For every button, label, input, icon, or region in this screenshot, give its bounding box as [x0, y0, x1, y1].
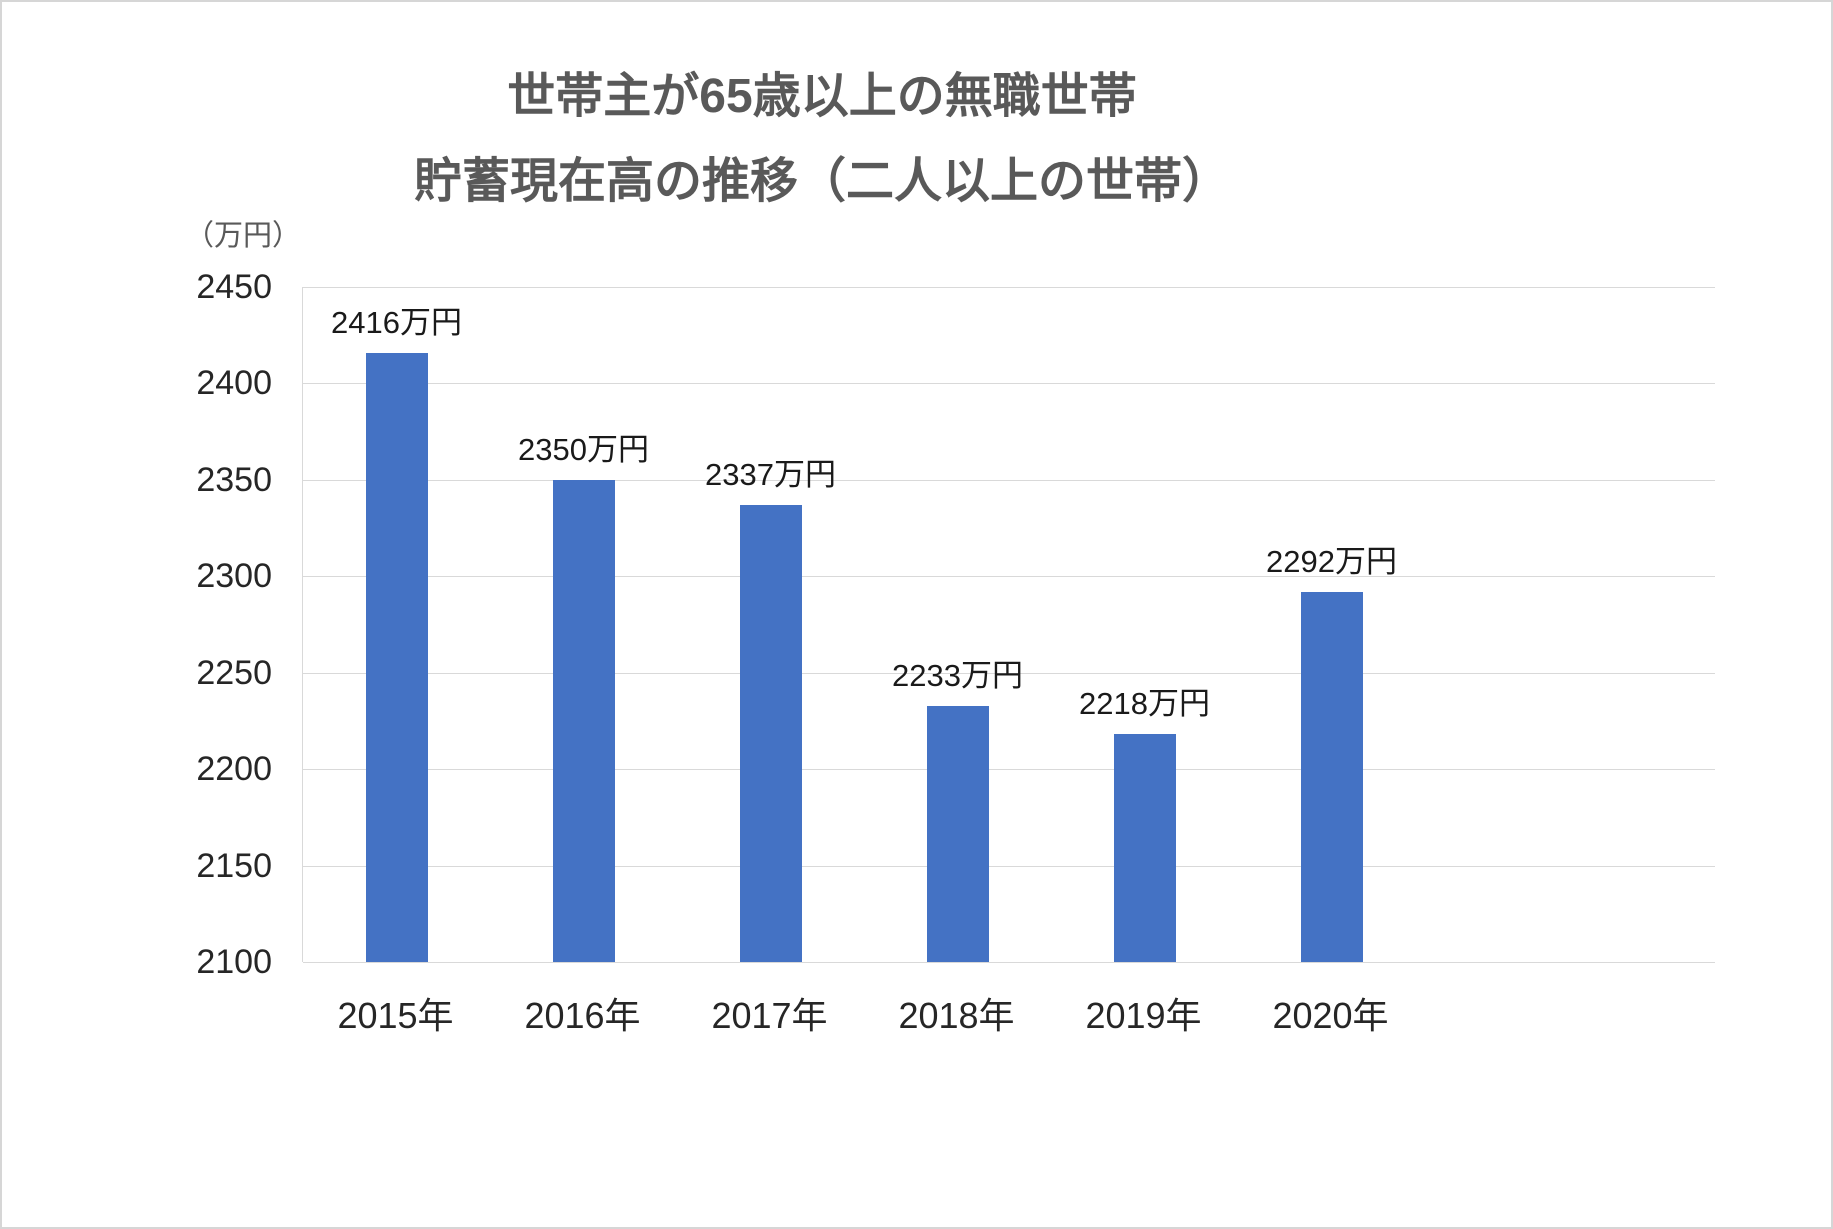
y-tick-label: 2450	[196, 268, 272, 306]
bar	[365, 352, 428, 962]
x-axis-label: 2019年	[1085, 995, 1202, 1036]
plot-area: 2416万円 2350万円 2337万円 2233万円 2218万円 2292万円	[302, 287, 1715, 963]
bar	[552, 479, 615, 962]
x-axis-label: 2020年	[1272, 995, 1389, 1036]
bar	[739, 504, 802, 962]
bar-slot: 2218万円	[1051, 287, 1238, 962]
x-axis-labels: 2015年 2016年 2017年 2018年 2019年 2020年	[302, 987, 1424, 1039]
x-axis-label: 2017年	[711, 995, 828, 1036]
y-tick-label: 2350	[196, 460, 272, 499]
x-axis-label: 2015年	[337, 995, 454, 1036]
bar-series: 2416万円 2350万円 2337万円 2233万円 2218万円 2292万円	[303, 287, 1425, 962]
gridline	[303, 865, 1715, 867]
y-tick-label: 2300	[196, 557, 272, 596]
x-axis-label: 2018年	[898, 995, 1015, 1036]
chart-title-line1: 世帯主が65歳以上の無職世帯	[507, 70, 1137, 123]
y-tick-label: 2200	[196, 750, 272, 789]
bar-value-label: 2350万円	[518, 431, 649, 467]
bar	[926, 705, 989, 962]
y-tick-label: 2250	[196, 653, 272, 692]
gridline	[303, 287, 1715, 288]
bar-slot: 2416万円	[303, 287, 490, 962]
x-axis-label: 2016年	[524, 995, 641, 1036]
y-tick-label: 2100	[196, 943, 272, 981]
bar-value-label: 2233万円	[892, 657, 1023, 693]
chart-title: 世帯主が65歳以上の無職世帯 貯蓄現在高の推移（二人以上の世帯）	[2, 54, 1642, 225]
gridline	[303, 383, 1715, 385]
bar	[1113, 734, 1176, 962]
bar-slot: 2292万円	[1238, 287, 1425, 962]
bar-value-label: 2337万円	[705, 456, 836, 492]
gridline	[303, 576, 1715, 578]
gridline	[303, 672, 1715, 674]
y-tick-label: 2150	[196, 846, 272, 885]
y-tick-label: 2400	[196, 364, 272, 403]
y-axis-unit-label: （万円）	[185, 220, 302, 252]
bar-value-label: 2416万円	[331, 304, 462, 340]
bar-slot: 2337万円	[677, 287, 864, 962]
bar-value-label: 2292万円	[1266, 543, 1397, 579]
gridline	[303, 479, 1715, 481]
chart-title-line2: 貯蓄現在高の推移（二人以上の世帯）	[413, 155, 1230, 209]
gridline	[303, 769, 1715, 771]
gridline	[303, 962, 1715, 963]
bar-slot: 2350万円	[490, 287, 677, 962]
bar-value-label: 2218万円	[1079, 686, 1210, 722]
bar	[1300, 591, 1363, 962]
bar-slot: 2233万円	[864, 287, 1051, 962]
y-axis-tick-labels: 2450 2400 2350 2300 2250 2200 2150 2100	[142, 2, 272, 1227]
